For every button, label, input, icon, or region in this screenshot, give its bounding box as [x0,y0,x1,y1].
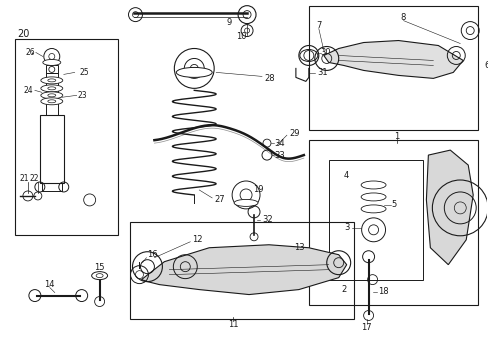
Ellipse shape [48,87,56,90]
Text: 34: 34 [273,139,284,148]
Bar [15,39,117,235]
Text: 9: 9 [226,18,231,27]
Text: 29: 29 [288,129,299,138]
Bar [40,115,63,183]
Text: 30: 30 [320,48,331,57]
Ellipse shape [234,199,258,206]
Text: 33: 33 [273,150,284,159]
Text: 19: 19 [252,185,263,194]
Text: 32: 32 [262,215,272,224]
Ellipse shape [41,92,62,99]
Polygon shape [426,150,472,265]
Ellipse shape [48,94,56,97]
Text: 31: 31 [316,68,327,77]
Ellipse shape [41,77,62,84]
Text: 2: 2 [340,285,346,294]
Bar [46,66,58,73]
Text: 22: 22 [29,174,39,183]
Ellipse shape [41,85,62,92]
Bar [308,6,477,130]
Ellipse shape [91,272,107,280]
Text: 28: 28 [264,74,274,83]
Text: 12: 12 [192,235,203,244]
Text: 20: 20 [17,28,29,39]
Text: 16: 16 [147,250,158,259]
Bar [129,222,353,319]
Text: 21: 21 [19,174,29,183]
Text: •: • [30,51,33,56]
Ellipse shape [41,98,62,105]
Text: 17: 17 [361,323,371,332]
Text: 27: 27 [214,195,224,204]
Text: 14: 14 [44,280,55,289]
Ellipse shape [48,79,56,82]
Polygon shape [323,41,462,78]
Text: 8: 8 [400,13,406,22]
Bar [328,160,423,280]
Text: 18: 18 [378,287,388,296]
Text: 4: 4 [344,171,348,180]
Bar [46,73,58,115]
Text: 23: 23 [78,91,87,100]
Text: 11: 11 [227,320,238,329]
Text: 26: 26 [25,48,35,57]
Text: 13: 13 [293,243,304,252]
Text: 10: 10 [235,32,246,41]
Text: 24: 24 [23,86,33,95]
Ellipse shape [96,274,103,278]
Text: 7: 7 [315,21,321,30]
Bar [308,140,477,305]
Text: 6: 6 [483,61,488,70]
Text: 25: 25 [80,68,89,77]
Text: 3: 3 [343,223,348,232]
Ellipse shape [48,100,56,103]
Ellipse shape [176,67,212,77]
Polygon shape [141,245,346,294]
Text: 15: 15 [94,263,104,272]
Ellipse shape [43,59,61,66]
Bar [42,183,61,191]
Text: 1: 1 [393,132,398,141]
Text: 5: 5 [391,201,396,210]
